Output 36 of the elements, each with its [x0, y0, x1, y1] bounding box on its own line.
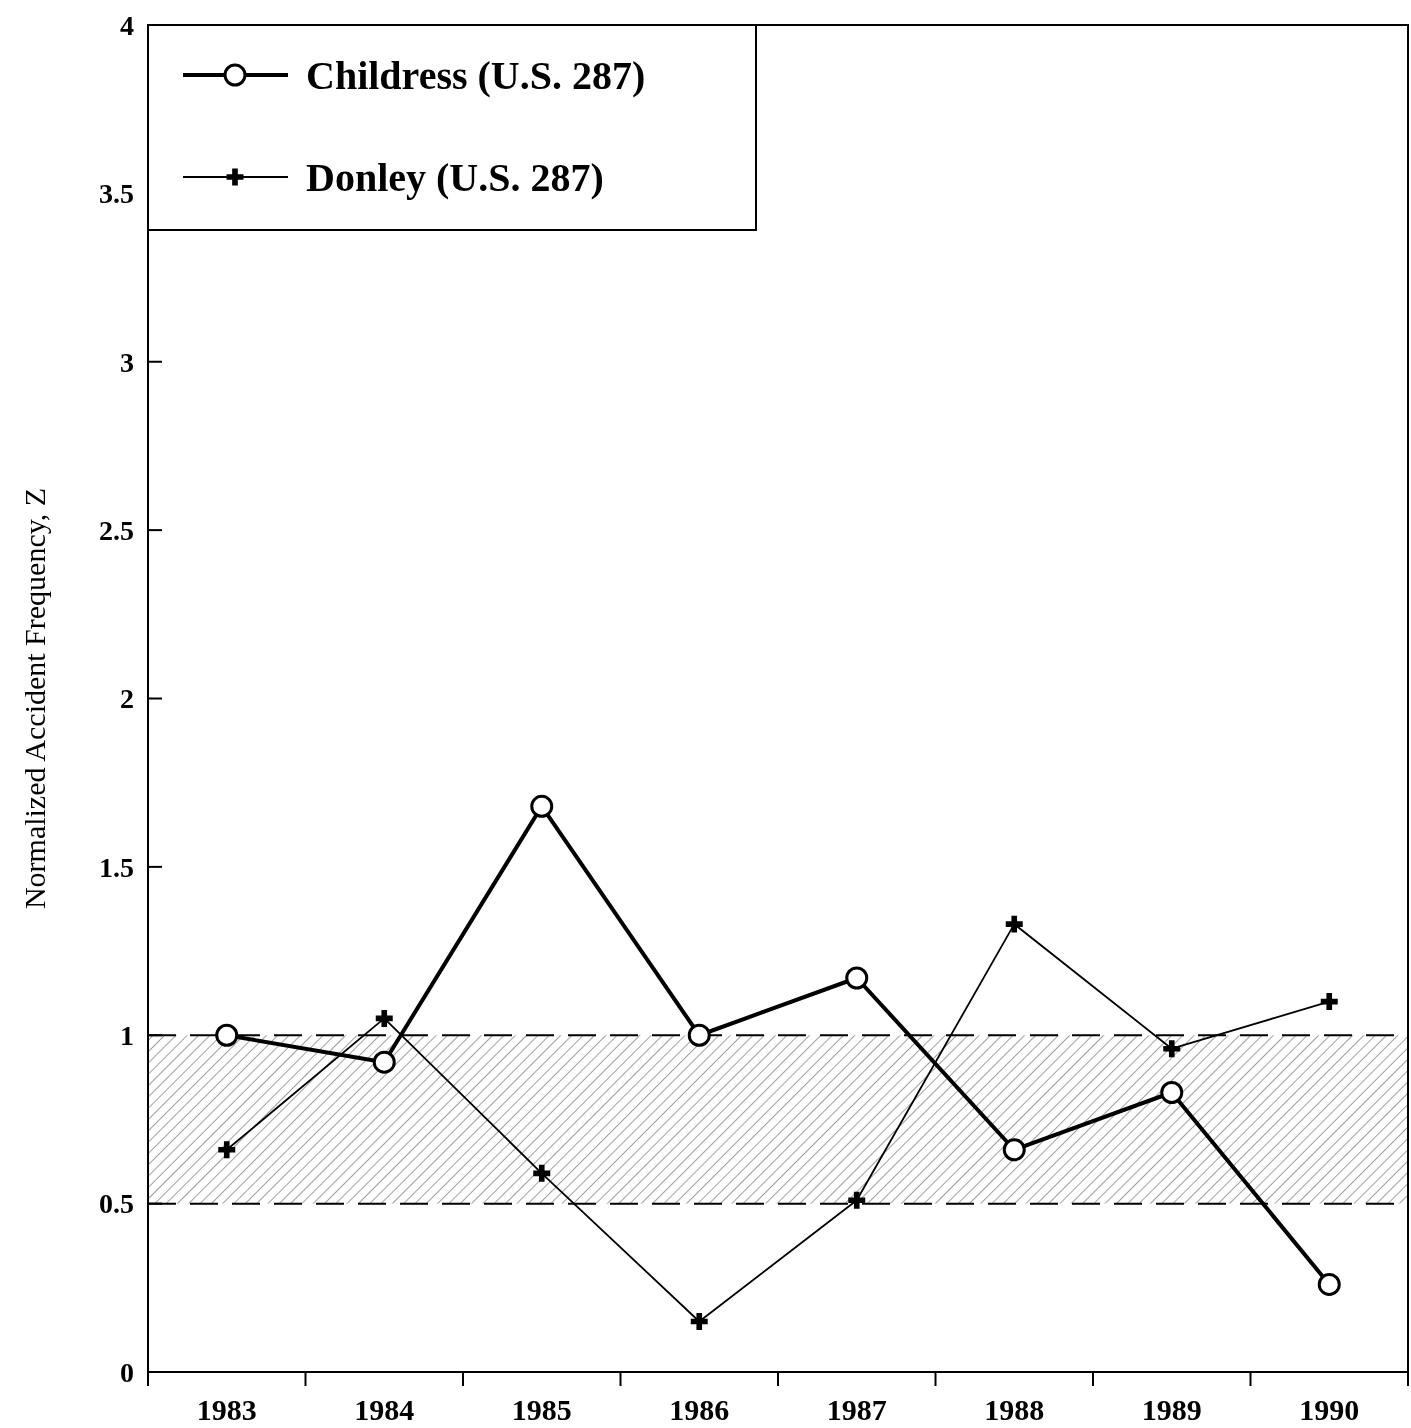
x-tick-label: 1983 — [196, 1393, 257, 1426]
point — [1160, 1081, 1184, 1104]
y-tick-label: 2 — [120, 683, 134, 715]
point — [1317, 1272, 1341, 1296]
point — [375, 1009, 393, 1027]
y-tick-label: 2.5 — [99, 514, 134, 546]
point — [372, 1050, 396, 1074]
x-tick-label: 1988 — [984, 1393, 1045, 1426]
x-tick-label: 1985 — [511, 1393, 572, 1426]
y-tick-label: 1 — [120, 1020, 134, 1052]
x-tick-label: 1989 — [1141, 1393, 1202, 1426]
y-axis-title: Normalized Accident Frequency, Z — [18, 487, 51, 910]
point — [848, 1191, 866, 1209]
legend-label: Childress (U.S. 287) — [306, 53, 646, 98]
point — [845, 966, 869, 990]
point — [1002, 1138, 1026, 1162]
point — [1163, 1040, 1181, 1058]
point — [1005, 915, 1023, 933]
y-tick-label: 4 — [120, 9, 134, 41]
point — [218, 1141, 236, 1159]
point — [1320, 993, 1338, 1011]
point — [215, 1023, 239, 1047]
y-tick-label: 0 — [120, 1356, 134, 1388]
x-tick-label: 1990 — [1299, 1393, 1360, 1426]
legend-label: Donley (U.S. 287) — [306, 155, 604, 200]
point — [687, 1023, 711, 1047]
y-tick-label: 0.5 — [99, 1188, 134, 1220]
x-tick-label: 1984 — [354, 1393, 415, 1426]
y-tick-label: 3.5 — [99, 178, 134, 210]
point — [533, 1164, 551, 1182]
y-tick-label: 1.5 — [99, 851, 134, 883]
x-tick-label: 1986 — [669, 1393, 730, 1426]
point — [690, 1313, 708, 1330]
y-tick-label: 3 — [120, 346, 134, 378]
x-tick-label: 1987 — [826, 1393, 887, 1426]
point — [530, 794, 554, 818]
